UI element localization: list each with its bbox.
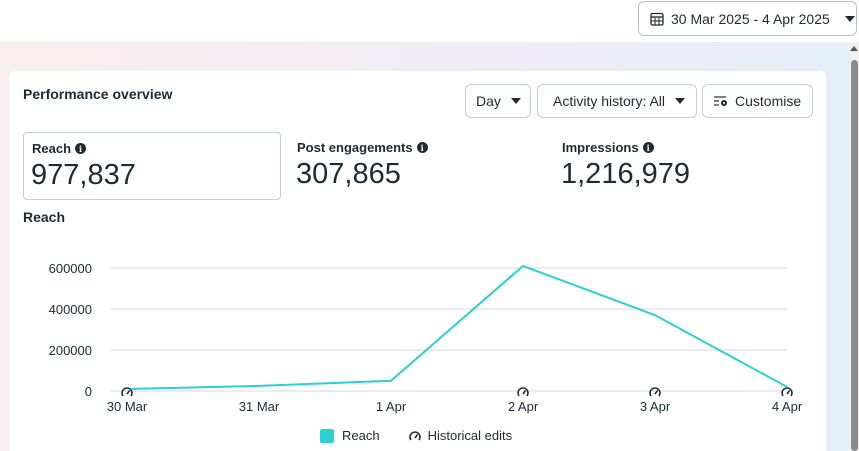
date-range-label: 30 Mar 2025 - 4 Apr 2025 (671, 10, 830, 27)
chart-legend: Reach Historical edits (320, 428, 512, 443)
metric-label: Reach (32, 141, 72, 156)
historical-edit-marker-icon[interactable] (517, 387, 529, 399)
activity-history-dropdown[interactable]: Activity history: All (537, 84, 697, 118)
y-tick-label: 200000 (49, 343, 92, 358)
legend-historical-edits-label: Historical edits (427, 428, 513, 443)
chevron-down-icon (510, 98, 521, 104)
chart-title: Reach (23, 209, 66, 225)
historical-edit-marker-icon[interactable] (649, 387, 661, 399)
chevron-down-icon (844, 15, 855, 22)
top-bar: 30 Mar 2025 - 4 Apr 2025 (0, 0, 859, 42)
metric-impressions[interactable]: Impressions i 1,216,979 (554, 132, 804, 200)
granularity-label: Day (476, 93, 501, 109)
scrollbar[interactable] (849, 42, 859, 451)
performance-overview-card: Performance overview Day Activity histor… (9, 71, 826, 451)
legend-reach-label: Reach (342, 428, 380, 443)
activity-history-label: Activity history: All (553, 93, 666, 109)
historical-edit-icon (408, 430, 421, 440)
customise-label: Customise (735, 93, 802, 109)
y-tick-label: 0 (85, 384, 92, 399)
chevron-down-icon (675, 98, 686, 104)
x-tick-label: 30 Mar (107, 399, 148, 414)
metric-value: 1,216,979 (561, 158, 691, 190)
reach-line-chart: 0 200000 400000 600000 30 Mar 31 Mar 1 Apr 2 Ap… (49, 261, 803, 414)
card-title: Performance overview (23, 86, 173, 102)
metric-value: 307,865 (296, 158, 401, 190)
metric-label-wrap: Reach i (32, 141, 87, 156)
historical-edit-marker-icon[interactable] (121, 387, 133, 399)
metric-label-wrap: Post engagements i (297, 140, 428, 155)
metric-value: 977,837 (31, 159, 136, 191)
metric-label-wrap: Impressions i (562, 140, 654, 155)
metric-label: Post engagements (297, 140, 413, 155)
x-tick-label: 1 Apr (376, 399, 407, 414)
y-tick-label: 600000 (49, 261, 92, 276)
scrollbar-thumb[interactable] (851, 60, 858, 451)
info-icon[interactable]: i (416, 142, 428, 153)
scroll-up-arrow-icon[interactable] (850, 46, 858, 51)
calendar-icon (650, 12, 664, 26)
x-tick-label: 2 Apr (508, 399, 539, 414)
historical-edit-marker-icon[interactable] (781, 387, 793, 399)
date-range-picker[interactable]: 30 Mar 2025 - 4 Apr 2025 (638, 1, 857, 36)
x-tick-label: 4 Apr (772, 399, 803, 414)
x-tick-label: 3 Apr (640, 399, 671, 414)
customise-button[interactable]: Customise (702, 84, 813, 118)
series-line-reach (126, 264, 788, 390)
legend-historical-edits[interactable]: Historical edits (408, 428, 513, 443)
info-icon[interactable]: i (75, 143, 87, 154)
metric-label: Impressions (562, 140, 639, 155)
metric-post-engagements[interactable]: Post engagements i 307,865 (289, 132, 539, 200)
granularity-dropdown[interactable]: Day (465, 84, 531, 118)
metric-reach[interactable]: Reach i 977,837 (23, 132, 281, 200)
y-tick-label: 400000 (49, 302, 92, 317)
x-tick-label: 31 Mar (239, 399, 280, 414)
info-icon[interactable]: i (642, 142, 654, 153)
customise-settings-icon (714, 96, 727, 106)
legend-reach-swatch[interactable] (320, 428, 334, 443)
